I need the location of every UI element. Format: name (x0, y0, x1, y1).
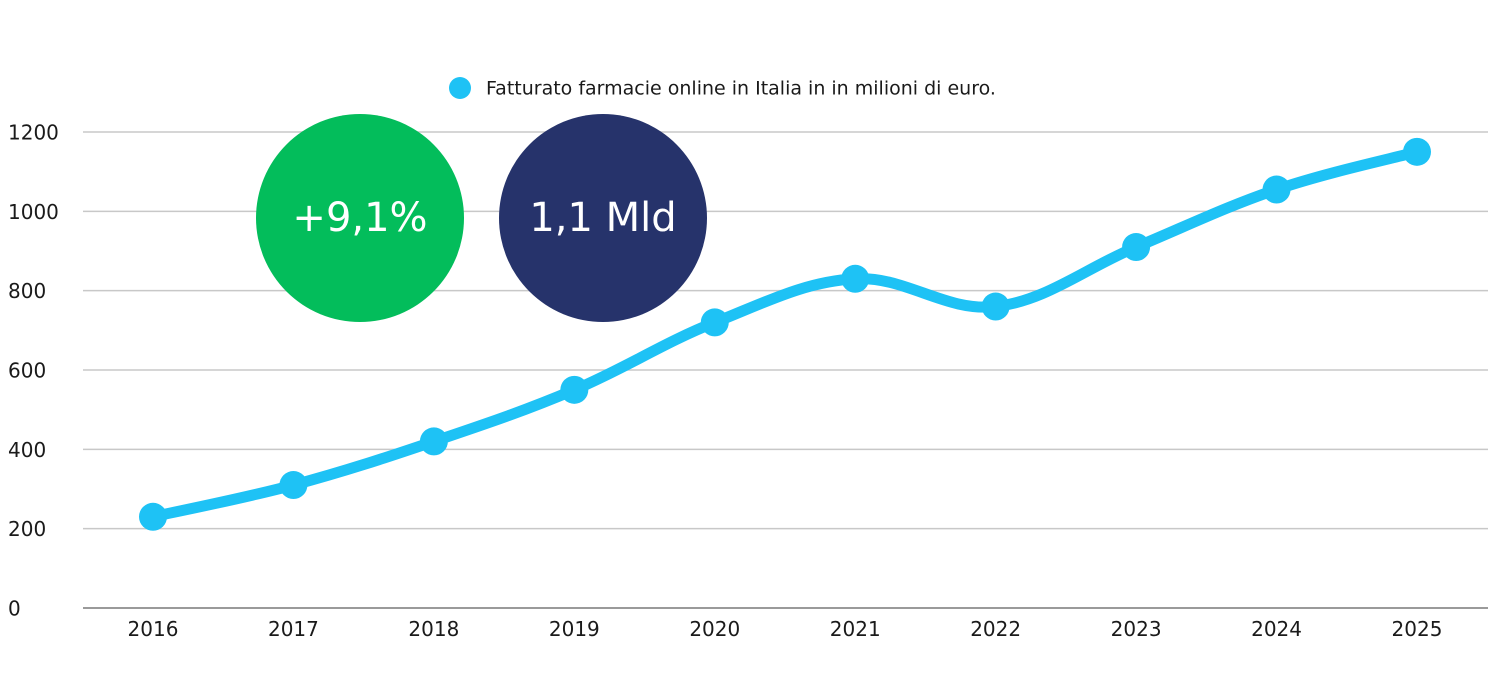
x-tick-label: 2023 (1111, 617, 1162, 641)
annotation-badge-text: 1,1 Mld (529, 195, 676, 241)
y-tick-label: 1000 (8, 200, 59, 224)
data-point-2019 (560, 375, 589, 404)
y-tick-label: 800 (8, 279, 46, 303)
data-point-2025 (1403, 137, 1431, 166)
annotation-badge-text: +9,1% (292, 195, 427, 241)
y-tick-label: 600 (8, 359, 46, 383)
x-tick-label: 2022 (970, 617, 1021, 641)
data-point-2023 (1122, 233, 1151, 262)
annotation-badge-circle (256, 114, 464, 322)
y-tick-label: 400 (8, 438, 46, 462)
annotation-badge: 1,1 Mld (499, 114, 707, 322)
series-line (147, 146, 1423, 523)
x-axis-ticks: 2016 2017 2018 2019 2020 2021 2022 2023 2024 2025 (128, 617, 1443, 641)
legend-marker (449, 77, 471, 99)
x-tick-label: 2018 (408, 617, 459, 641)
data-point-2018 (419, 427, 448, 456)
x-tick-label: 2025 (1392, 617, 1443, 641)
y-tick-label: 0 (8, 597, 21, 621)
annotation-badges: +9,1% 1,1 Mld (256, 114, 707, 322)
x-tick-label: 2021 (830, 617, 881, 641)
annotation-badge: +9,1% (256, 114, 464, 322)
annotation-badge-circle (499, 114, 707, 322)
x-tick-label: 2020 (689, 617, 740, 641)
data-point-2021 (841, 264, 870, 293)
x-tick-label: 2017 (268, 617, 319, 641)
data-point-2024 (1262, 175, 1291, 204)
series-layer (139, 137, 1431, 531)
data-point-2022 (981, 292, 1010, 321)
y-tick-label: 1200 (8, 121, 59, 145)
x-tick-label: 2019 (549, 617, 600, 641)
x-tick-label: 2024 (1251, 617, 1302, 641)
data-point-2017 (279, 471, 308, 500)
y-axis-ticks: 0 200 400 600 800 1000 1200 (8, 121, 59, 621)
x-tick-label: 2016 (128, 617, 179, 641)
data-point-2016 (139, 502, 167, 531)
data-point-2020 (700, 308, 729, 337)
legend: Fatturato farmacie online in Italia in i… (449, 77, 996, 100)
legend-label: Fatturato farmacie online in Italia in i… (486, 78, 996, 100)
y-tick-label: 200 (8, 517, 46, 541)
